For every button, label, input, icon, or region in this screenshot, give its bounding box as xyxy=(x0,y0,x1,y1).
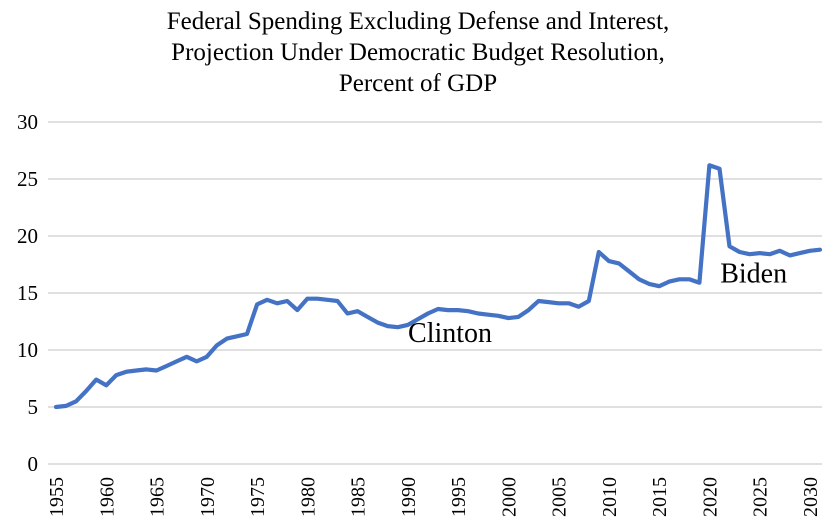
chart-title-line-2: Projection Under Democratic Budget Resol… xyxy=(171,39,665,66)
x-axis-tick-label: 2025 xyxy=(750,477,772,517)
x-axis-tick-label: 2030 xyxy=(800,477,822,517)
y-axis-tick-label: 15 xyxy=(17,281,38,305)
annotation-biden-label: Biden xyxy=(720,258,787,289)
y-axis-tick-label: 10 xyxy=(17,338,38,362)
y-axis-tick-label: 30 xyxy=(17,110,38,134)
x-axis-tick-label: 1990 xyxy=(398,477,420,517)
y-axis-tick-label: 5 xyxy=(28,395,39,419)
x-axis-tick-label: 2005 xyxy=(549,477,571,517)
x-axis-tick-label: 1970 xyxy=(197,477,219,517)
data-series-line xyxy=(53,163,823,410)
chart-title: Federal Spending Excluding Defense and I… xyxy=(0,6,836,99)
x-axis-tick-label: 2020 xyxy=(699,477,721,517)
x-axis-tick-label: 2000 xyxy=(498,477,520,517)
y-axis-tick-label: 20 xyxy=(17,224,38,248)
x-axis-tick-label: 1985 xyxy=(348,477,370,517)
x-axis-tick-label: 1975 xyxy=(247,477,269,517)
x-axis-tick-label: 2010 xyxy=(599,477,621,517)
x-axis-tick-label: 1955 xyxy=(46,477,68,517)
y-axis-tick-label: 25 xyxy=(17,167,38,191)
x-axis-tick-label: 1965 xyxy=(147,477,169,517)
chart-title-line-3: Percent of GDP xyxy=(338,70,498,97)
x-axis-tick-label: 1980 xyxy=(297,477,319,517)
x-axis-tick-label: 1960 xyxy=(96,477,118,517)
annotation-clinton-label: Clinton xyxy=(408,318,492,349)
x-axis-tick-label: 1995 xyxy=(448,477,470,517)
chart-title-line-1: Federal Spending Excluding Defense and I… xyxy=(166,8,670,35)
y-axis-tick-label: 0 xyxy=(28,452,39,476)
x-axis-tick-label: 2015 xyxy=(649,477,671,517)
